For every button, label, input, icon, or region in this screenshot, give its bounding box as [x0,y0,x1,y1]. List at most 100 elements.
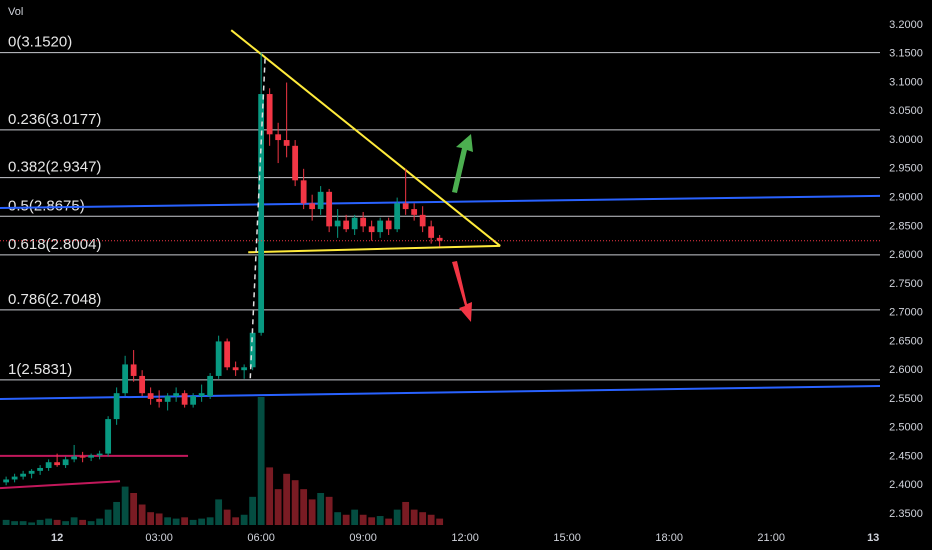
candle-body [130,364,137,376]
candle-body [20,473,27,477]
volume-bar [113,501,121,525]
fib-label: 0.618(2.8004) [8,236,101,253]
volume-bar [232,517,240,525]
volume-label: Vol [8,6,23,18]
candle-body [79,456,86,458]
candle-body [436,237,443,241]
y-tick-label: 3.0000 [889,134,923,146]
volume-bar [223,509,231,525]
volume-bar [215,499,223,525]
volume-bar [181,517,189,525]
volume-bar [257,397,265,525]
y-tick-label: 2.3500 [889,508,923,520]
volume-bar [385,518,393,525]
candle-body [360,217,367,227]
volume-bar [138,504,146,525]
volume-bar [206,517,214,525]
x-tick-label: 12 [51,532,63,544]
candle-body [122,364,129,394]
y-tick-label: 2.8500 [889,220,923,232]
volume-bar [249,496,257,525]
candle-body [28,470,35,474]
volume-bar [130,493,138,525]
volume-bar [359,514,367,525]
candle-body [334,220,341,227]
fib-label: 0.236(3.0177) [8,111,101,128]
volume-bar [240,514,248,525]
volume-bar [96,518,104,525]
x-tick-label: 18:00 [655,532,683,544]
candle-body [190,396,197,405]
volume-bar [334,512,342,525]
down-arrow [452,261,472,322]
y-tick-label: 2.7500 [889,278,923,290]
fib-label: 1(2.5831) [8,361,72,378]
y-tick-label: 2.4000 [889,479,923,491]
y-tick-label: 2.8000 [889,249,923,261]
volume-bar [393,509,401,525]
candle-body [385,220,392,230]
candle-body [105,419,112,454]
fib-label: 0(3.1520) [8,34,72,51]
candle-body [411,209,418,215]
volume-bar [436,518,444,525]
candle-body [249,332,256,368]
volume-bar [376,516,384,525]
candle-body [402,203,409,210]
volume-bar [45,518,53,525]
candle-body [45,462,52,468]
volume-bar [70,517,78,525]
y-tick-label: 2.6500 [889,335,923,347]
candle-body [215,341,222,376]
trend-line [230,29,501,247]
candle-body [96,453,103,456]
volume-bar [402,501,410,525]
volume-bar [53,519,61,525]
candle-body [54,462,61,466]
trend-line [0,194,881,209]
y-tick-label: 2.9000 [889,191,923,203]
volume-bar [164,517,172,525]
candle-body [309,203,316,210]
y-tick-label: 2.6000 [889,364,923,376]
trend-line [0,480,121,490]
volume-bar [189,519,197,525]
plot: 3.2000 3.1500 3.1000 3.0500 3.0000 2.9500 2.90… [0,19,923,544]
up-arrow [452,134,473,193]
fib-label: 0.786(2.7048) [8,291,101,308]
candle-body [113,393,120,420]
volume-bar [342,514,350,525]
trend-line [248,244,501,254]
x-tick-label: 09:00 [349,532,377,544]
candle-body [198,393,205,397]
volume-bar [28,522,36,525]
candle-body [419,214,426,227]
candle-body [241,367,248,371]
volume-bar [419,512,427,525]
candle-body [71,456,78,460]
volume-bar [283,473,291,525]
x-tick-label: 15:00 [553,532,581,544]
volume-bar [410,509,418,525]
candle-body [300,180,307,204]
x-tick-label: 06:00 [247,532,275,544]
y-tick-label: 3.0500 [889,105,923,117]
candle-body [317,191,324,210]
volume-bar [300,489,308,525]
volume-bar [79,519,87,525]
candle-body [147,393,154,399]
candle-body [292,145,299,181]
volume-bar [308,499,316,525]
y-tick-label: 2.9500 [889,163,923,175]
volume-bar [198,518,206,525]
volume-bar [19,521,27,525]
volume-bar [172,518,180,525]
candle-body [377,220,384,233]
volume-bar [325,496,333,525]
y-tick-label: 2.7000 [889,307,923,319]
candle-body [232,367,239,371]
volume-bar [266,467,274,525]
volume-bar [62,521,70,525]
